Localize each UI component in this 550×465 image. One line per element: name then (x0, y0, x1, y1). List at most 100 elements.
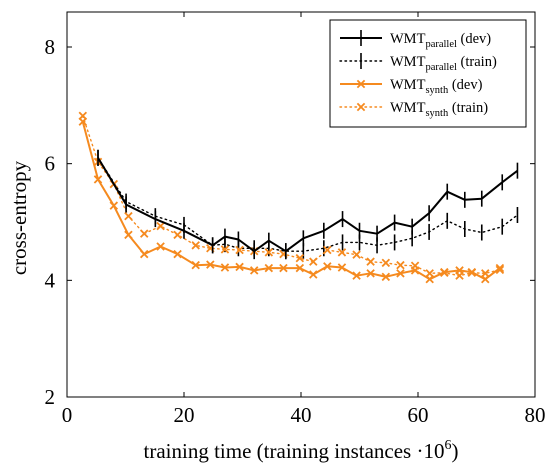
x-marker-stroke (309, 270, 318, 279)
x-marker-stroke (235, 262, 244, 272)
x-marker-stroke (481, 274, 490, 284)
data-point (381, 272, 391, 282)
x-marker-stroke (425, 274, 434, 284)
x-tick-label: 0 (62, 403, 73, 427)
data-point (279, 263, 288, 273)
series-2 (78, 117, 505, 284)
legend-label-subscript: synth (425, 85, 449, 96)
data-point (455, 266, 464, 275)
legend-label-suffix: (train) (448, 100, 488, 116)
axis-ticks: 0 20 40 60 80 2 4 6 8 (45, 12, 546, 427)
data-point (410, 266, 420, 275)
series-layer (78, 111, 519, 284)
x-marker-stroke (495, 263, 505, 273)
data-point (396, 269, 405, 278)
data-point (295, 253, 305, 263)
x-marker-stroke (93, 175, 103, 184)
x-marker-stroke (396, 260, 405, 270)
data-point (495, 265, 505, 275)
data-point (173, 230, 182, 240)
data-point (352, 250, 361, 259)
data-point (481, 274, 490, 284)
x-marker-stroke (279, 263, 288, 273)
x-marker-stroke (124, 230, 133, 240)
legend-label: WMTsynth (train) (390, 100, 488, 119)
x-marker-stroke (356, 79, 366, 89)
data-point (396, 260, 405, 270)
x-axis-label: training time (training instances ·106) (144, 438, 459, 463)
data-point (206, 260, 215, 269)
legend-swatch-marker (356, 79, 366, 89)
legend-label-suffix: (dev) (448, 77, 482, 93)
legend-label-subscript: parallel (425, 62, 457, 73)
y-tick-label: 2 (45, 385, 56, 409)
y-axis-label: cross-entropy (7, 160, 31, 275)
data-point (337, 248, 347, 257)
legend-entry-3: WMTsynth (train) (339, 100, 488, 119)
data-point (323, 245, 332, 255)
data-point (366, 257, 375, 266)
x-marker-stroke (440, 267, 449, 277)
x-marker-stroke (264, 248, 274, 257)
series-line (82, 115, 501, 277)
x-marker-stroke (323, 262, 332, 271)
data-point (309, 270, 318, 279)
data-point (323, 262, 332, 271)
x-marker-stroke (156, 242, 165, 251)
legend: WMTparallel (dev)WMTparallel (train)WMTs… (329, 19, 527, 128)
legend-entry-1: WMTparallel (train) (339, 53, 497, 73)
x-marker-stroke (309, 257, 318, 266)
x-marker-stroke (139, 249, 149, 259)
data-point (124, 230, 133, 240)
series-1 (97, 149, 519, 260)
legend-label-subscript: synth (425, 108, 449, 119)
x-marker-stroke (191, 260, 200, 270)
data-point (352, 271, 361, 280)
x-axis-label-close: ) (451, 439, 458, 463)
x-marker-stroke (124, 211, 133, 221)
x-marker-stroke (495, 265, 505, 275)
x-marker-stroke (206, 260, 215, 269)
legend-label: WMTparallel (dev) (390, 31, 491, 50)
data-point (440, 267, 449, 277)
x-marker-stroke (366, 257, 375, 266)
y-tick-label: 4 (45, 268, 56, 292)
data-point (235, 262, 244, 272)
x-marker-stroke (323, 245, 332, 255)
data-point (495, 263, 505, 273)
data-point (124, 211, 133, 221)
x-marker-stroke (396, 269, 405, 278)
x-tick-label: 20 (174, 403, 195, 427)
x-marker-stroke (381, 272, 391, 282)
series-0 (97, 149, 519, 260)
data-point (366, 269, 375, 278)
data-point (156, 221, 165, 231)
x-marker-stroke (173, 249, 182, 259)
data-point (78, 117, 88, 126)
x-marker-stroke (352, 250, 361, 259)
x-marker-stroke (156, 221, 165, 231)
data-point (425, 274, 434, 284)
data-point (264, 248, 274, 257)
x-marker-stroke (337, 263, 347, 272)
data-point (93, 175, 103, 184)
data-point (381, 258, 391, 268)
x-marker-stroke (249, 266, 259, 275)
x-marker-stroke (220, 245, 230, 254)
legend-label-suffix: (train) (457, 54, 497, 70)
legend-label-name: WMT (390, 77, 426, 93)
x-tick-label: 40 (291, 403, 312, 427)
x-marker-stroke (295, 253, 305, 263)
data-point (249, 266, 259, 275)
x-tick-label: 80 (525, 403, 546, 427)
y-tick-label: 6 (45, 152, 56, 176)
data-point (295, 263, 305, 273)
x-axis-label-exponent: 6 (444, 438, 451, 453)
x-marker-stroke (356, 102, 366, 112)
y-tick-label: 8 (45, 35, 56, 59)
x-axis-label-main: training time (training instances ·10 (144, 439, 445, 463)
x-marker-stroke (235, 245, 244, 255)
data-point (220, 263, 230, 272)
x-marker-stroke (352, 271, 361, 280)
